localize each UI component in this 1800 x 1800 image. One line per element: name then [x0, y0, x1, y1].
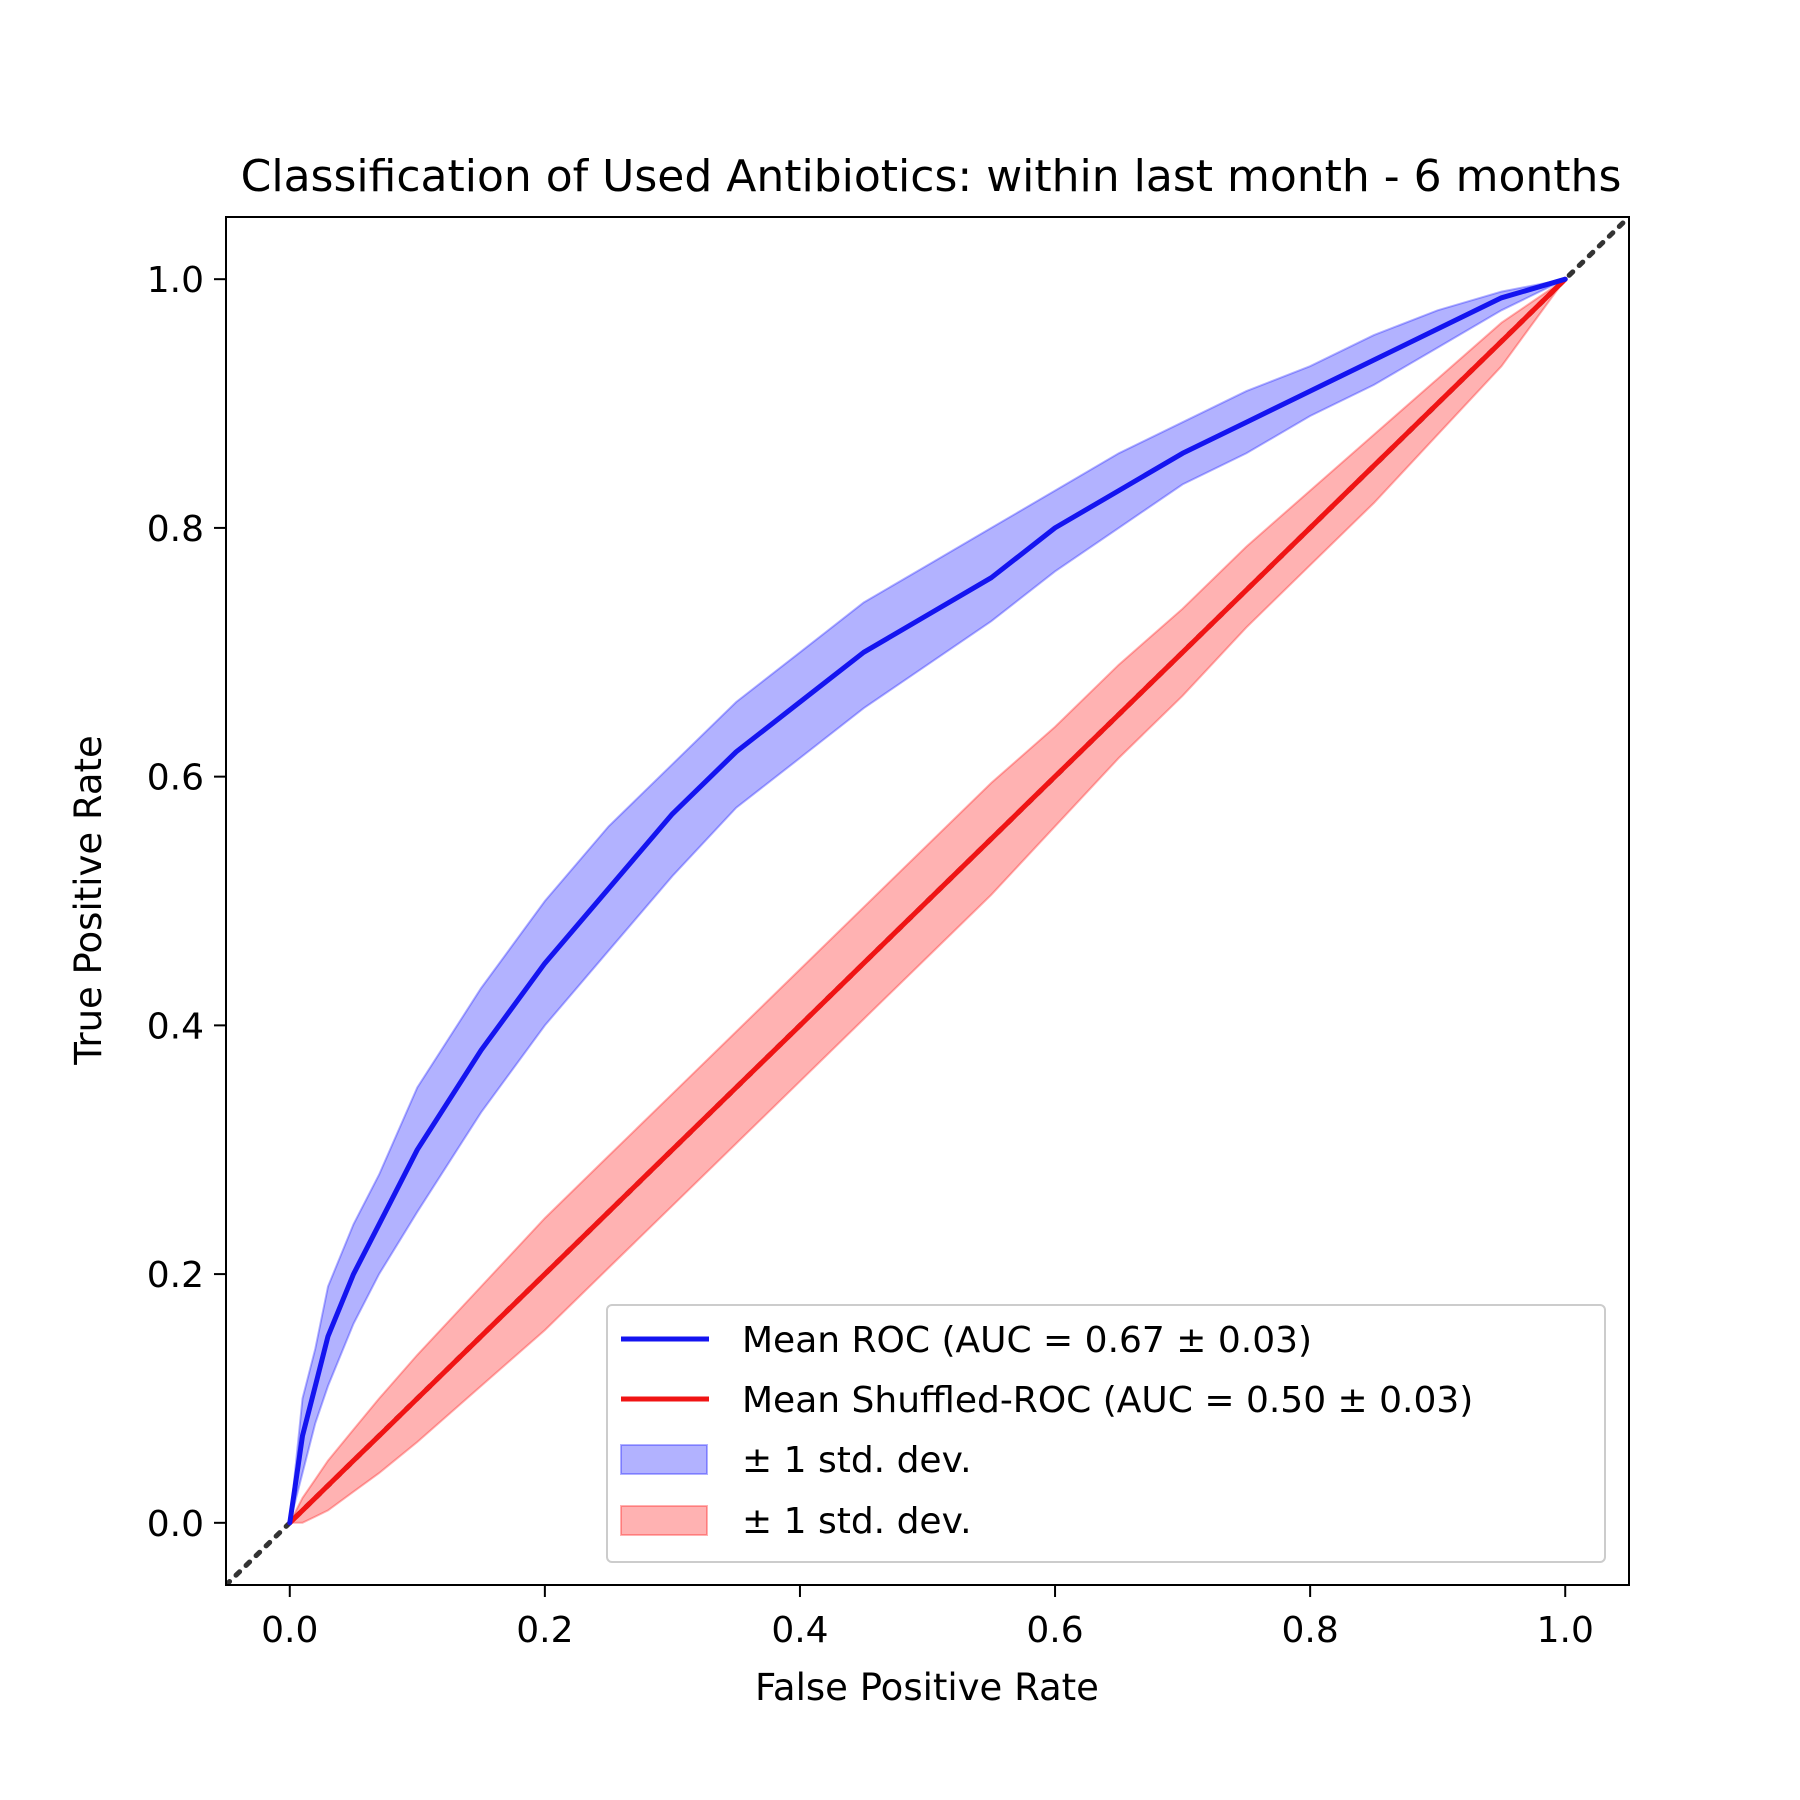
legend-swatch-red-band — [620, 1505, 708, 1536]
x-tick-label: 0.0 — [261, 1610, 318, 1651]
x-tick-label: 0.4 — [771, 1610, 828, 1651]
plot-area — [226, 217, 1629, 1585]
y-tick-label: 0.8 — [147, 509, 204, 550]
axes-frame — [225, 216, 1630, 1586]
mean-shuffled-roc-line — [287, 276, 1568, 1526]
x-axis: 0.0 0.2 0.4 0.6 0.8 1.0 — [261, 1585, 1594, 1651]
x-tick-label: 0.2 — [516, 1610, 573, 1651]
y-tick-label: 0.2 — [147, 1255, 204, 1296]
legend-label-red-band: ± 1 std. dev. — [742, 1501, 972, 1542]
legend: Mean ROC (AUC = 0.67 ± 0.03) Mean Shuffl… — [606, 1304, 1606, 1563]
legend-label-blue-band: ± 1 std. dev. — [742, 1440, 972, 1481]
lines-layer — [287, 276, 1568, 1526]
y-tick-label: 0.6 — [147, 758, 204, 799]
y-tick-label: 0.4 — [147, 1006, 204, 1047]
x-tick-label: 0.8 — [1282, 1610, 1339, 1651]
x-tick-label: 1.0 — [1537, 1610, 1594, 1651]
legend-label-shuffled-roc: Mean Shuffled-ROC (AUC = 0.50 ± 0.03) — [742, 1380, 1473, 1421]
y-tick-label: 0.0 — [147, 1504, 204, 1545]
legend-box — [606, 1304, 1606, 1563]
legend-label-mean-roc: Mean ROC (AUC = 0.67 ± 0.03) — [742, 1320, 1312, 1361]
mean-roc-line — [287, 276, 1568, 1526]
legend-swatch-blue-band — [620, 1444, 708, 1475]
x-axis-label: False Positive Rate — [755, 1666, 1099, 1709]
y-axis: 0.0 0.2 0.4 0.6 0.8 1.0 — [147, 260, 226, 1545]
y-axis-label: True Positive Rate — [67, 735, 110, 1066]
y-tick-label: 1.0 — [147, 260, 204, 301]
chart-title: Classification of Used Antibiotics: with… — [241, 151, 1622, 202]
x-tick-label: 0.6 — [1026, 1610, 1083, 1651]
